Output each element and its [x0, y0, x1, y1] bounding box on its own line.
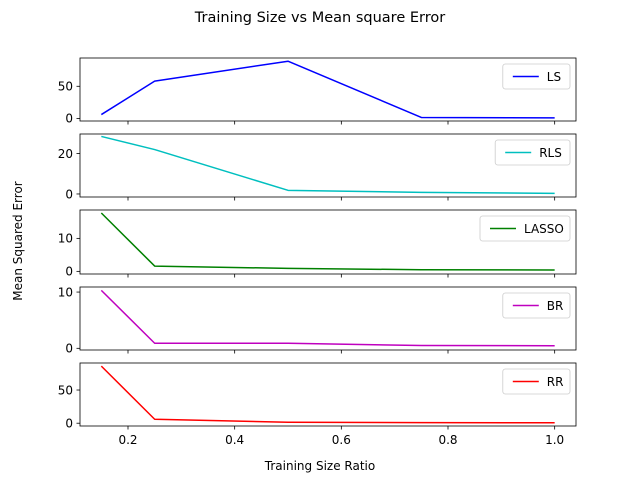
series-line-rr [100, 365, 555, 424]
subplot-rr: 0 50 0.2 0.4 0.6 0.8 1.0 RR [58, 362, 577, 447]
legend-box-rls [494, 139, 571, 166]
y-tick-label-lasso: 10 [58, 232, 73, 246]
legend-box-lasso [479, 215, 571, 242]
data-point-ls [420, 116, 422, 118]
data-point-rls [287, 189, 289, 191]
data-point-br [287, 342, 289, 344]
y-tick-label-rr: 50 [58, 383, 73, 397]
data-point-ls [554, 117, 556, 119]
data-point-ls [100, 114, 102, 116]
y-tick-label-lasso: 0 [65, 265, 73, 279]
subplots-group: 0 50 LS 0 20 RLS 0 10 LASSO 0 10 BR 0 50 0.2 0.4 0.6 0.8 1… [58, 57, 577, 447]
series-line-rls [101, 135, 555, 195]
legend-lasso: LASSO [479, 215, 571, 242]
data-point-br [420, 345, 422, 347]
axes-frame-ls [79, 57, 577, 122]
x-tick-label: 0.4 [225, 433, 244, 447]
y-tick-label-rr: 0 [65, 417, 73, 431]
data-point-br [554, 345, 556, 347]
axes-frame-rls [79, 133, 577, 198]
x-axis-label: Training Size Ratio [264, 459, 375, 473]
legend-rls: RLS [494, 139, 571, 166]
x-tick-label: 0.8 [438, 433, 457, 447]
data-point-rls [100, 135, 102, 137]
axes-frame-br [79, 286, 577, 351]
subplot-ls: 0 50 LS [58, 57, 577, 126]
data-point-lasso [100, 212, 102, 214]
subplot-rls: 0 20 RLS [58, 133, 577, 201]
data-point-rr [154, 418, 156, 420]
legend-label-rls: RLS [539, 146, 562, 160]
data-point-rls [420, 191, 422, 193]
data-point-ls [287, 60, 289, 62]
data-point-lasso [154, 265, 156, 267]
data-point-rls [554, 192, 556, 194]
axes-frame-rr [79, 362, 577, 427]
legend-ls: LS [502, 63, 571, 90]
y-tick-label-br: 10 [58, 285, 73, 299]
legend-label-rr: RR [547, 375, 564, 389]
y-tick-label-ls: 50 [58, 80, 73, 94]
series-line-lasso [100, 212, 555, 271]
legend-label-br: BR [547, 299, 564, 313]
legend-rr: RR [502, 368, 571, 395]
figure-title: Training Size vs Mean square Error [194, 10, 445, 26]
subplot-br: 0 10 BR [58, 285, 577, 356]
data-point-rr [420, 422, 422, 424]
legend-label-lasso: LASSO [524, 222, 564, 236]
data-point-ls [154, 80, 156, 82]
data-point-rr [554, 422, 556, 424]
data-point-rr [100, 365, 102, 367]
x-tick-label: 0.6 [332, 433, 351, 447]
series-line-br [100, 289, 555, 347]
legend-label-ls: LS [547, 70, 561, 84]
data-point-rls [154, 149, 156, 151]
x-tick-label: 0.2 [118, 433, 137, 447]
legend-br: BR [502, 292, 571, 319]
data-point-lasso [420, 269, 422, 271]
series-line-ls [100, 60, 555, 119]
y-tick-label-ls: 0 [65, 112, 73, 126]
data-point-lasso [287, 267, 289, 269]
y-tick-label-rls: 20 [58, 147, 73, 161]
data-point-lasso [554, 269, 556, 271]
data-point-rr [287, 421, 289, 423]
subplot-lasso: 0 10 LASSO [58, 209, 577, 279]
y-tick-label-rls: 0 [65, 187, 73, 201]
y-axis-label: Mean Squared Error [11, 181, 25, 301]
data-point-br [154, 342, 156, 344]
data-point-br [100, 289, 102, 291]
axes-frame-lasso [79, 209, 577, 275]
y-tick-label-br: 0 [65, 342, 73, 356]
x-tick-label: 1.0 [545, 433, 564, 447]
